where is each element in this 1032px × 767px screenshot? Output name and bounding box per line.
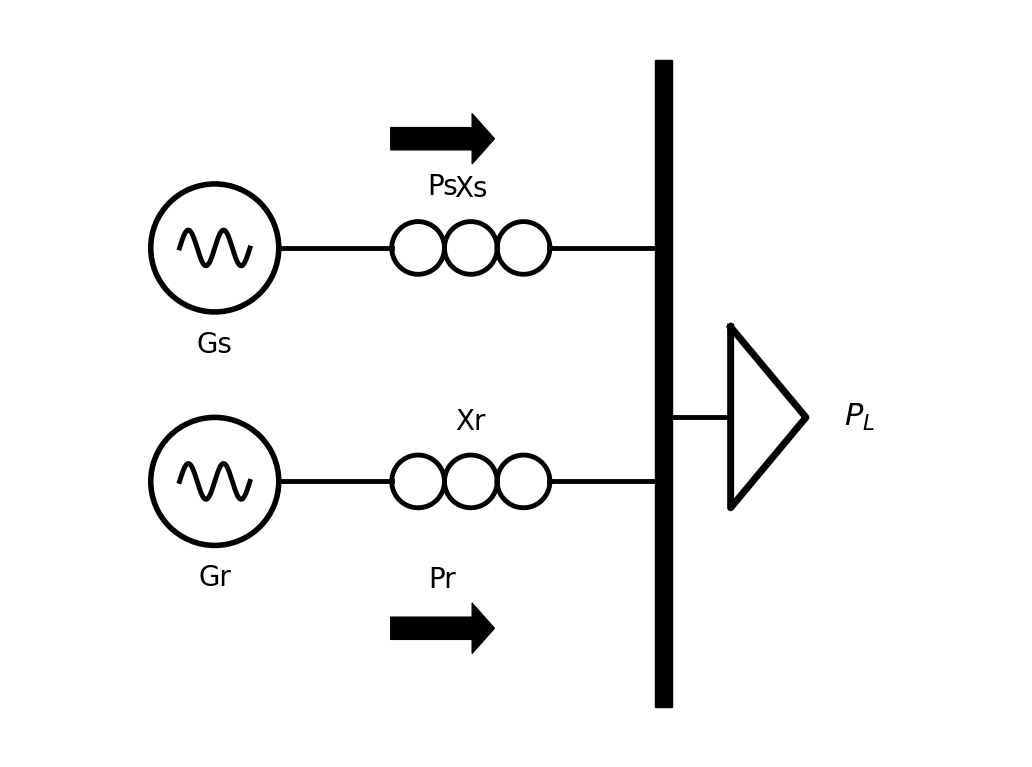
Text: $P_L$: $P_L$	[843, 402, 875, 433]
Polygon shape	[655, 60, 672, 707]
Text: Xs: Xs	[454, 175, 487, 202]
Text: Gs: Gs	[197, 331, 232, 359]
Text: Xr: Xr	[455, 408, 486, 436]
Text: Ps: Ps	[427, 173, 458, 201]
Text: Gr: Gr	[198, 565, 231, 592]
Text: Pr: Pr	[428, 566, 456, 594]
